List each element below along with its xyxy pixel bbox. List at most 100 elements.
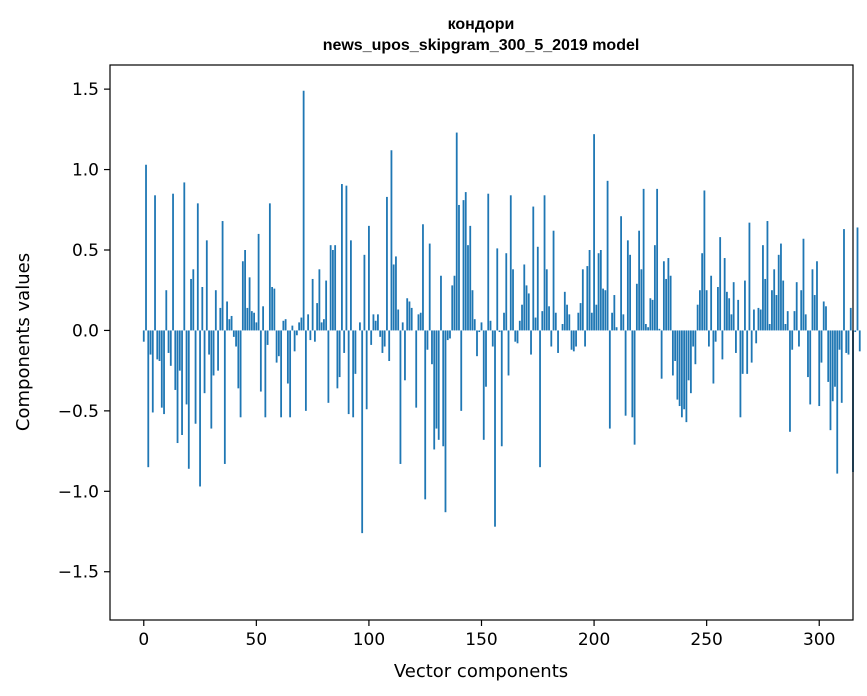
bar xyxy=(680,330,683,418)
bar xyxy=(750,330,753,363)
bar xyxy=(318,269,321,331)
bar xyxy=(300,317,303,331)
bar xyxy=(746,330,749,374)
bar xyxy=(167,330,170,353)
bar xyxy=(419,312,422,331)
bar xyxy=(293,330,296,352)
bar xyxy=(732,282,735,331)
bar xyxy=(282,320,285,331)
bar xyxy=(773,269,776,331)
bar xyxy=(151,330,154,413)
bar xyxy=(620,216,622,331)
bar xyxy=(174,330,177,390)
bar xyxy=(536,246,539,331)
bar xyxy=(775,295,778,331)
bar xyxy=(723,258,726,331)
bar xyxy=(442,330,445,447)
bar xyxy=(417,314,420,331)
bar xyxy=(298,322,301,331)
bar xyxy=(813,295,816,331)
bar xyxy=(786,311,789,331)
bar xyxy=(291,325,294,331)
bar xyxy=(408,301,411,331)
bar xyxy=(208,330,210,355)
bar xyxy=(782,280,785,331)
bar xyxy=(435,330,438,429)
bar xyxy=(237,330,240,389)
y-axis: 1.5 1.0 0.5 0.0 −0.5 −1.0 −1.5 xyxy=(58,80,110,583)
bar xyxy=(606,180,609,331)
bar xyxy=(527,293,530,331)
bar xyxy=(532,206,535,331)
bar xyxy=(230,315,233,331)
bar xyxy=(433,330,436,450)
bar xyxy=(374,320,377,331)
bar xyxy=(699,290,701,331)
bar xyxy=(548,306,550,331)
bar xyxy=(214,290,217,331)
bar xyxy=(320,322,323,331)
bar xyxy=(685,330,688,423)
bar xyxy=(311,278,314,331)
bar xyxy=(744,280,746,331)
bar xyxy=(185,330,188,405)
bar xyxy=(289,330,292,418)
bar xyxy=(176,330,179,444)
bar xyxy=(683,330,686,410)
bar xyxy=(431,330,433,365)
bar xyxy=(498,330,501,333)
bar xyxy=(327,330,330,403)
bar xyxy=(581,269,584,331)
bar xyxy=(721,330,724,360)
bar xyxy=(347,330,350,415)
bar xyxy=(795,282,798,331)
bar xyxy=(575,330,577,347)
bar xyxy=(608,330,611,429)
bar xyxy=(228,319,231,331)
bar xyxy=(221,221,224,331)
bar xyxy=(275,330,278,363)
bar xyxy=(271,287,274,331)
bar xyxy=(849,307,852,331)
bar xyxy=(223,330,226,464)
bar xyxy=(858,330,861,352)
bar xyxy=(304,330,307,411)
bar xyxy=(455,132,458,331)
bar xyxy=(827,330,830,382)
bar xyxy=(768,324,771,331)
x-axis: 0 50 100 150 200 250 300 xyxy=(138,620,835,650)
bar xyxy=(710,275,713,331)
bar xyxy=(854,330,857,333)
bar xyxy=(467,245,469,331)
bar xyxy=(178,330,181,371)
bar xyxy=(602,288,604,331)
bar xyxy=(397,309,400,331)
bar xyxy=(232,330,235,337)
chart-title: кондори xyxy=(448,16,515,33)
bar xyxy=(798,330,800,347)
bar xyxy=(631,330,634,418)
bar xyxy=(719,237,722,331)
bar xyxy=(829,330,832,431)
bar xyxy=(735,330,737,353)
bar xyxy=(737,299,740,331)
bar xyxy=(248,277,251,331)
bar xyxy=(325,280,328,331)
bar xyxy=(149,330,152,355)
bar xyxy=(309,330,312,341)
bar xyxy=(840,330,843,403)
bar xyxy=(622,314,625,331)
bar xyxy=(142,330,145,342)
bar xyxy=(653,245,656,331)
bar xyxy=(590,312,593,331)
bar xyxy=(802,238,805,331)
chart-subtitle: news_upos_skipgram_300_5_2019 model xyxy=(323,37,640,54)
bar xyxy=(561,324,564,331)
bar xyxy=(426,330,429,350)
bar xyxy=(658,328,661,331)
bar xyxy=(460,330,463,411)
y-tick-label: 1.5 xyxy=(72,80,99,100)
bar xyxy=(705,290,708,331)
bar xyxy=(295,330,298,336)
bar xyxy=(359,322,361,331)
